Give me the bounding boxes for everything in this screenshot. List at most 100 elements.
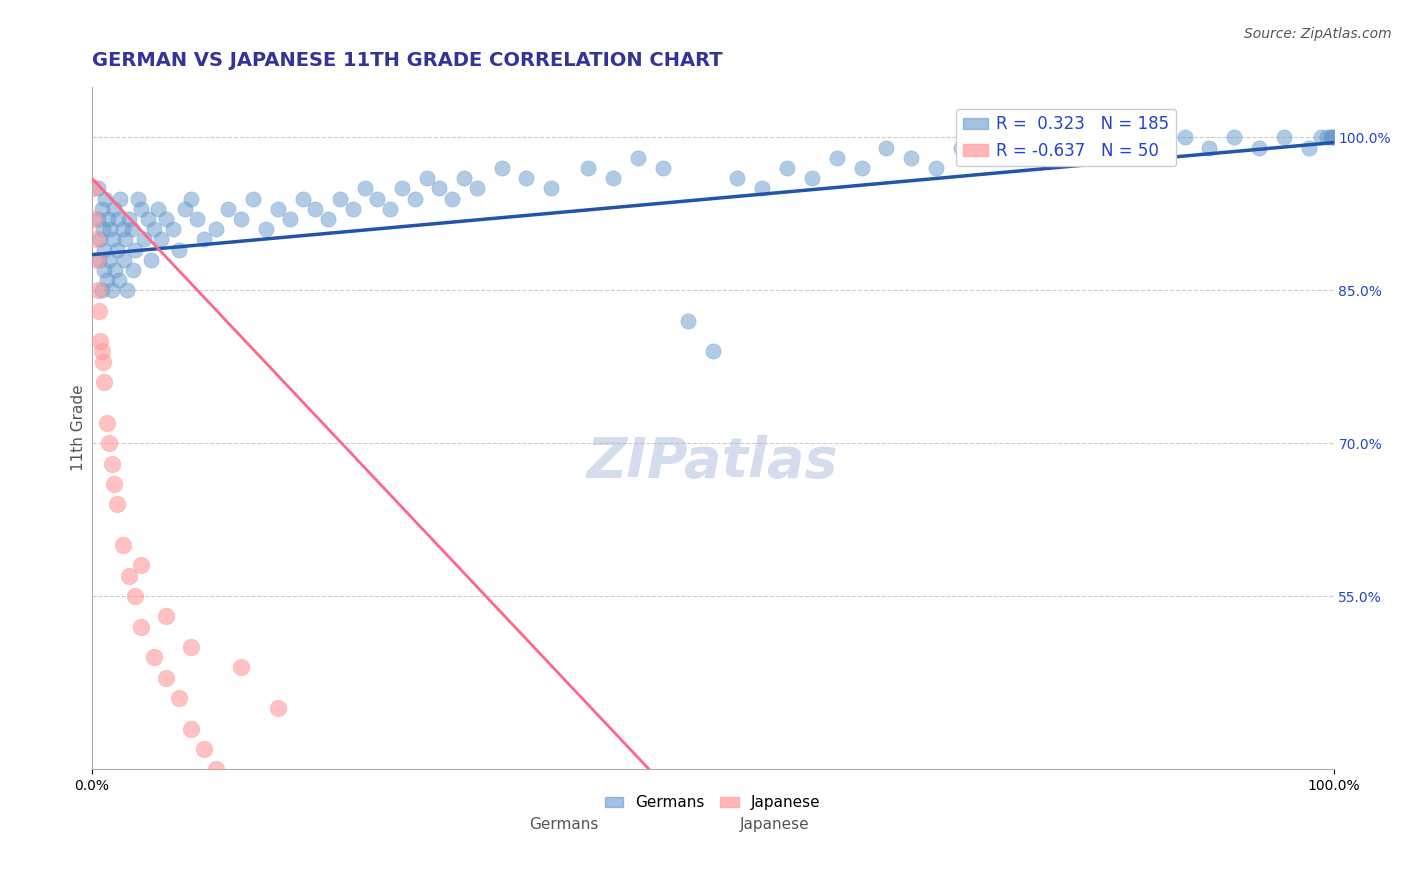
Point [440,192,463,206]
Point [342,202,364,216]
Point [89,303,111,318]
Point [110,192,132,206]
Point [229,660,252,674]
Point [491,161,513,175]
Point [205,762,228,776]
Point [89,334,111,349]
Point [1320,130,1343,145]
Point [96,416,118,430]
Point [93,263,115,277]
Point [1149,141,1171,155]
Point [254,222,277,236]
Point [146,202,169,216]
Point [87,181,110,195]
Point [91,354,114,368]
Point [652,161,675,175]
Point [1000,130,1022,145]
Text: Source: ZipAtlas.com: Source: ZipAtlas.com [1244,27,1392,41]
Text: Japanese: Japanese [740,817,810,832]
Text: Germans: Germans [529,817,599,832]
Point [1198,141,1220,155]
Point [404,192,426,206]
Point [104,263,127,277]
Point [366,192,388,206]
Point [540,181,562,195]
Point [1298,141,1320,155]
Point [115,283,138,297]
Y-axis label: 11th Grade: 11th Grade [72,384,86,471]
Point [89,232,111,246]
Point [103,202,125,216]
Point [180,192,202,206]
Point [89,252,111,267]
Point [229,212,252,227]
Point [150,232,173,246]
Point [132,232,155,246]
Point [267,803,290,817]
Point [1272,130,1295,145]
Text: GERMAN VS JAPANESE 11TH GRADE CORRELATION CHART: GERMAN VS JAPANESE 11TH GRADE CORRELATIO… [91,51,723,70]
Point [751,181,773,195]
Point [267,202,290,216]
Point [429,181,451,195]
Point [391,874,413,888]
Point [304,823,326,838]
Point [121,263,143,277]
Point [578,161,600,175]
Point [107,212,129,227]
Point [316,212,339,227]
Point [329,844,352,858]
Point [1173,130,1195,145]
Point [84,232,107,246]
Point [155,212,177,227]
Point [93,375,115,389]
Point [205,222,228,236]
Point [366,864,388,879]
Point [87,283,110,297]
Point [1316,130,1339,145]
Point [142,222,165,236]
Point [900,151,922,165]
Point [193,232,215,246]
Point [105,497,128,511]
Point [131,620,153,634]
Point [1322,130,1344,145]
Point [98,252,121,267]
Point [186,212,208,227]
Point [111,538,134,552]
Point [1024,141,1046,155]
Point [97,212,120,227]
Point [121,222,143,236]
Point [118,212,141,227]
Point [801,171,824,186]
Point [304,202,326,216]
Point [776,161,799,175]
Point [114,232,136,246]
Point [111,222,134,236]
Point [727,171,749,186]
Point [96,273,118,287]
Point [118,568,141,582]
Point [851,161,873,175]
Point [242,192,264,206]
Point [90,283,112,297]
Point [162,222,184,236]
Point [127,192,149,206]
Point [103,477,125,491]
Point [974,151,997,165]
Point [142,650,165,665]
Point [602,171,624,186]
Point [124,589,146,603]
Point [876,141,898,155]
Point [108,273,131,287]
Point [94,192,117,206]
Point [391,844,413,858]
Point [91,222,114,236]
Point [1098,141,1121,155]
Point [136,212,159,227]
Point [676,314,699,328]
Point [267,701,290,715]
Point [1322,130,1344,145]
Point [1223,130,1246,145]
Point [131,202,153,216]
